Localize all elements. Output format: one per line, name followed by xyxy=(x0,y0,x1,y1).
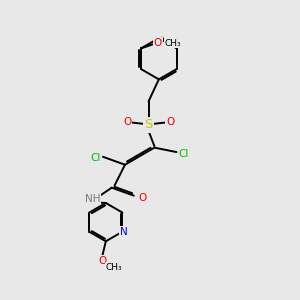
Text: O: O xyxy=(154,38,162,48)
Text: NH: NH xyxy=(85,194,100,204)
Text: Cl: Cl xyxy=(90,153,101,163)
Text: O: O xyxy=(98,256,106,266)
Text: CH₃: CH₃ xyxy=(164,39,181,48)
Text: CH₃: CH₃ xyxy=(106,263,122,272)
Text: O: O xyxy=(138,193,146,203)
Text: N: N xyxy=(120,227,128,237)
Text: O: O xyxy=(166,117,174,127)
Text: S: S xyxy=(144,118,153,131)
Text: O: O xyxy=(123,117,131,127)
Text: Cl: Cl xyxy=(179,149,189,159)
